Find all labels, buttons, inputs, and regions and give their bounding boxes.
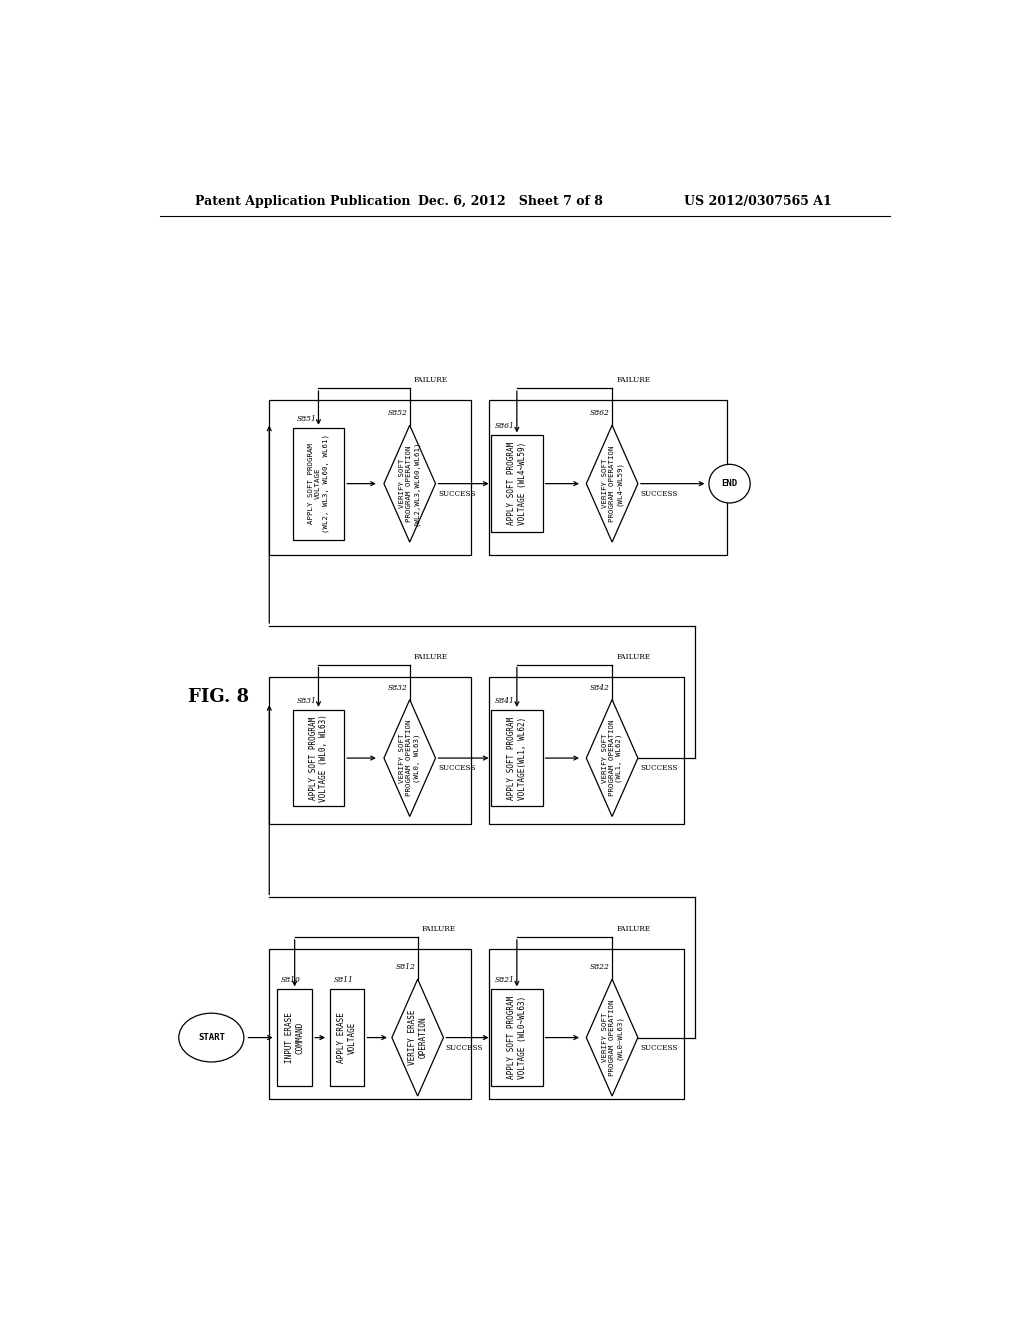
Polygon shape <box>392 979 443 1096</box>
Text: END: END <box>722 479 737 488</box>
Text: INPUT ERASE
COMMAND: INPUT ERASE COMMAND <box>285 1012 304 1063</box>
Text: APPLY SOFT PROGRAM
VOLTAGE(WL1, WL62): APPLY SOFT PROGRAM VOLTAGE(WL1, WL62) <box>507 717 526 800</box>
Text: SUCCESS: SUCCESS <box>640 1044 678 1052</box>
Text: SUCCESS: SUCCESS <box>438 490 475 498</box>
Text: FAILURE: FAILURE <box>422 925 456 933</box>
Text: FAILURE: FAILURE <box>616 376 650 384</box>
Polygon shape <box>587 425 638 543</box>
Text: S832: S832 <box>388 684 408 692</box>
Text: S861: S861 <box>495 422 515 430</box>
FancyBboxPatch shape <box>293 710 344 807</box>
Text: START: START <box>198 1034 224 1041</box>
Text: S831: S831 <box>297 697 316 705</box>
FancyBboxPatch shape <box>492 710 543 807</box>
Ellipse shape <box>709 465 751 503</box>
Text: S811: S811 <box>334 977 353 985</box>
Text: FAILURE: FAILURE <box>616 925 650 933</box>
Text: Dec. 6, 2012   Sheet 7 of 8: Dec. 6, 2012 Sheet 7 of 8 <box>418 194 602 207</box>
Text: VERIFY SOFT
PROGRAM OPERATION
(WL4~WL59): VERIFY SOFT PROGRAM OPERATION (WL4~WL59) <box>602 445 623 521</box>
FancyBboxPatch shape <box>330 989 365 1086</box>
Polygon shape <box>587 979 638 1096</box>
Text: APPLY SOFT PROGRAM
VOLTAGE
(WL2, WL3, WL60, WL61): APPLY SOFT PROGRAM VOLTAGE (WL2, WL3, WL… <box>308 434 329 533</box>
Text: S821: S821 <box>495 977 515 985</box>
Polygon shape <box>384 425 435 543</box>
Text: APPLY SOFT PROGRAM
VOLTAGE (WL4~WL59): APPLY SOFT PROGRAM VOLTAGE (WL4~WL59) <box>507 442 526 525</box>
Text: FAILURE: FAILURE <box>414 652 447 660</box>
Text: VERIFY SOFT
PROGRAM OPERATION
(WL2,WL3,WL60,WL61): VERIFY SOFT PROGRAM OPERATION (WL2,WL3,W… <box>399 441 420 527</box>
Text: FIG. 8: FIG. 8 <box>187 688 249 706</box>
Text: SUCCESS: SUCCESS <box>445 1044 483 1052</box>
Text: S852: S852 <box>388 409 408 417</box>
Polygon shape <box>587 700 638 817</box>
Text: S862: S862 <box>590 409 610 417</box>
Text: SUCCESS: SUCCESS <box>640 490 678 498</box>
Text: FAILURE: FAILURE <box>414 376 447 384</box>
Text: SUCCESS: SUCCESS <box>438 764 475 772</box>
Text: APPLY ERASE
VOLTAGE: APPLY ERASE VOLTAGE <box>337 1012 356 1063</box>
Text: VERIFY ERASE
OPERATION: VERIFY ERASE OPERATION <box>408 1010 427 1065</box>
Text: US 2012/0307565 A1: US 2012/0307565 A1 <box>684 194 831 207</box>
Text: APPLY SOFT PROGRAM
VOLTAGE (WL0, WL63): APPLY SOFT PROGRAM VOLTAGE (WL0, WL63) <box>309 714 328 803</box>
Text: S851: S851 <box>297 414 316 422</box>
Ellipse shape <box>179 1014 244 1063</box>
FancyBboxPatch shape <box>278 989 312 1086</box>
Text: VERIFY SOFT
PROGRAM OPERATION
(WL0~WL63): VERIFY SOFT PROGRAM OPERATION (WL0~WL63) <box>602 999 623 1076</box>
FancyBboxPatch shape <box>293 428 344 540</box>
Text: SUCCESS: SUCCESS <box>640 764 678 772</box>
Text: S841: S841 <box>495 697 515 705</box>
Text: S812: S812 <box>396 964 416 972</box>
Text: FAILURE: FAILURE <box>616 652 650 660</box>
Text: S810: S810 <box>282 977 301 985</box>
Text: S842: S842 <box>590 684 610 692</box>
Text: Patent Application Publication: Patent Application Publication <box>196 194 411 207</box>
Text: S822: S822 <box>590 964 610 972</box>
FancyBboxPatch shape <box>492 436 543 532</box>
Text: VERIFY SOFT
PROGRAM OPERATION
(WL0, WL63): VERIFY SOFT PROGRAM OPERATION (WL0, WL63… <box>399 719 420 796</box>
Text: APPLY SOFT PROGRAM
VOLTAGE (WL0~WL63): APPLY SOFT PROGRAM VOLTAGE (WL0~WL63) <box>507 997 526 1080</box>
Polygon shape <box>384 700 435 817</box>
Text: VERIFY SOFT
PROGRAM OPERATION
(WL1, WL62): VERIFY SOFT PROGRAM OPERATION (WL1, WL62… <box>602 719 623 796</box>
FancyBboxPatch shape <box>492 989 543 1086</box>
